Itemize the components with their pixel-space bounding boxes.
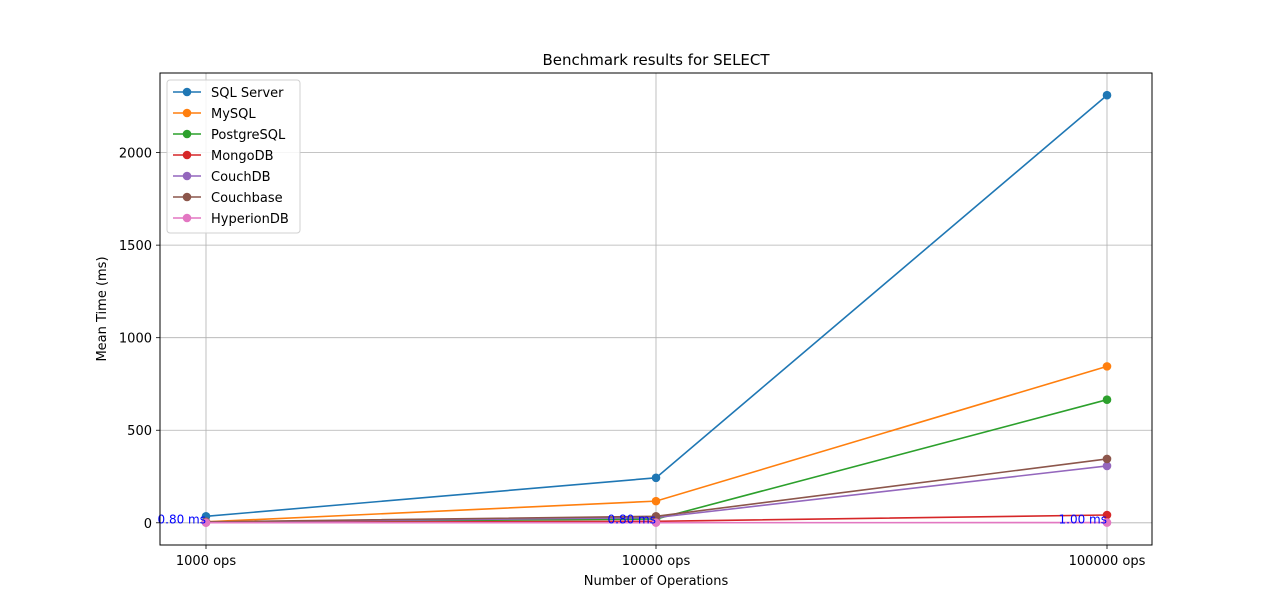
annotation-label: 1.00 ms [1059, 513, 1107, 527]
legend-swatch-marker [182, 129, 192, 139]
legend-swatch-marker [182, 150, 192, 160]
y-tick-label: 0 [144, 517, 152, 532]
legend-entry-label: MongoDB [211, 149, 274, 164]
legend-swatch-marker [182, 87, 192, 97]
legend-swatch-marker [182, 192, 192, 202]
legend-swatch-marker [182, 171, 192, 181]
legend: SQL Server MySQL PostgreSQL MongoDB CouchDB C… [166, 79, 301, 234]
legend-entry-label: HyperionDB [211, 212, 289, 227]
x-tick-label: 100000 ops [1069, 554, 1146, 569]
legend-box [166, 79, 301, 234]
legend-entry-label: CouchDB [211, 170, 271, 185]
y-tick-label: 500 [127, 424, 152, 439]
series-mysql [201, 362, 1112, 527]
legend-entry-label: PostgreSQL [211, 128, 286, 143]
data-point [201, 518, 211, 527]
annotation-label: 0.80 ms [608, 513, 656, 527]
y-axis-label: Mean Time (ms) [95, 256, 110, 361]
y-tick-label: 1000 [119, 332, 152, 347]
data-point [1102, 510, 1112, 520]
data-point [651, 496, 661, 506]
data-point [1102, 461, 1112, 471]
x-tick-label: 1000 ops [176, 554, 236, 569]
data-point [651, 518, 661, 527]
data-point [1102, 454, 1112, 464]
data-point [1102, 395, 1112, 405]
annotation-label: 0.80 ms [158, 513, 206, 527]
data-point [651, 512, 661, 521]
annotations: 0.80 ms 0.80 ms 1.00 ms [158, 513, 1107, 527]
y-tick-label: 1500 [119, 239, 152, 254]
axis-ticks: 1000 ops 10000 ops 100000 ops 0 500 1000 1500 2… [119, 147, 1146, 569]
legend-swatch-marker [182, 213, 192, 223]
data-point [1102, 362, 1112, 371]
series-hyperiondb [201, 518, 1112, 527]
data-point [1102, 518, 1112, 527]
series-sql-server [201, 90, 1112, 521]
legend-entry-label: SQL Server [211, 86, 284, 101]
data-point [651, 473, 661, 483]
legend-swatch-marker [182, 108, 192, 118]
y-tick-label: 2000 [119, 147, 152, 162]
data-point [1102, 90, 1112, 100]
chart-title: Benchmark results for SELECT [542, 51, 770, 69]
series-line [205, 94, 1108, 518]
x-axis-label: Number of Operations [584, 574, 729, 589]
legend-entry-label: MySQL [211, 107, 256, 122]
legend-entry-label: Couchbase [211, 191, 283, 206]
x-tick-label: 10000 ops [622, 554, 691, 569]
series-layer [201, 90, 1112, 527]
series-postgresql [201, 395, 1112, 527]
